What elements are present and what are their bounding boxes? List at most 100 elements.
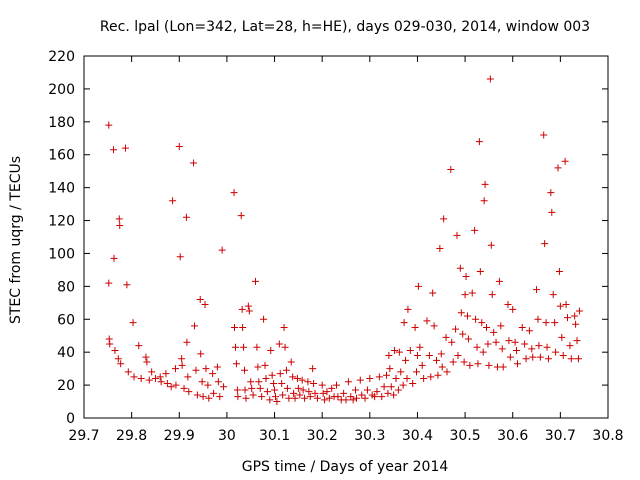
data-point xyxy=(525,327,533,335)
data-point xyxy=(182,213,190,221)
data-point xyxy=(420,375,428,383)
data-point xyxy=(271,386,279,394)
data-point xyxy=(319,389,327,397)
data-point xyxy=(509,305,517,313)
x-tick-label: 29.9 xyxy=(164,428,195,444)
data-point xyxy=(413,368,421,376)
data-point xyxy=(471,226,479,234)
data-point xyxy=(262,375,270,383)
data-point xyxy=(452,325,460,333)
data-point xyxy=(294,384,302,392)
data-point xyxy=(436,245,444,253)
data-point xyxy=(276,370,284,378)
data-point xyxy=(281,343,289,351)
data-point xyxy=(447,166,455,174)
data-point xyxy=(106,340,114,348)
data-point xyxy=(449,358,457,366)
data-point xyxy=(310,379,318,387)
x-axis-title: GPS time / Days of year 2014 xyxy=(242,459,449,475)
data-point xyxy=(296,391,304,399)
data-point xyxy=(334,393,342,401)
data-point xyxy=(487,241,495,249)
data-point xyxy=(575,307,583,315)
data-point xyxy=(448,338,456,346)
data-point xyxy=(241,366,249,374)
data-point xyxy=(233,386,241,394)
x-tick-label: 30.3 xyxy=(354,428,385,444)
data-point xyxy=(135,342,143,350)
data-point xyxy=(191,322,199,330)
data-point xyxy=(291,394,299,402)
data-point xyxy=(293,375,301,383)
data-point xyxy=(402,356,410,364)
data-point xyxy=(169,197,177,205)
data-point xyxy=(573,337,581,345)
data-point xyxy=(349,396,357,404)
data-point xyxy=(528,345,536,353)
data-point xyxy=(162,370,170,378)
data-point xyxy=(397,368,405,376)
data-point xyxy=(273,398,281,406)
data-point xyxy=(483,324,491,331)
data-point xyxy=(137,375,145,383)
data-point xyxy=(554,164,562,172)
data-point xyxy=(556,302,564,310)
data-point xyxy=(231,324,239,331)
data-point xyxy=(387,383,395,391)
data-point xyxy=(475,138,483,146)
data-point xyxy=(255,378,263,386)
data-point xyxy=(375,373,383,381)
data-point xyxy=(298,376,306,384)
data-point xyxy=(214,378,222,386)
x-tick-label: 30.6 xyxy=(497,428,528,444)
y-tick-label: 20 xyxy=(57,378,75,394)
data-point xyxy=(548,208,556,216)
data-point xyxy=(309,365,317,373)
data-point xyxy=(148,368,156,376)
data-point xyxy=(267,347,275,355)
data-point xyxy=(562,300,570,308)
x-tick-label: 30.4 xyxy=(402,428,433,444)
data-point xyxy=(117,360,125,368)
data-point xyxy=(287,358,295,366)
data-point xyxy=(443,368,451,376)
data-point xyxy=(197,350,205,358)
data-points xyxy=(105,75,583,406)
data-point xyxy=(544,355,552,363)
data-point xyxy=(256,384,264,392)
data-point xyxy=(116,221,124,229)
data-point xyxy=(384,389,392,397)
y-tick-label: 180 xyxy=(48,115,75,131)
data-point xyxy=(385,351,393,359)
data-point xyxy=(318,381,326,389)
data-point xyxy=(479,348,487,356)
data-point xyxy=(406,347,414,355)
data-point xyxy=(472,315,480,323)
data-point xyxy=(145,376,153,384)
data-point xyxy=(178,355,186,363)
data-point xyxy=(478,319,486,327)
data-point xyxy=(242,394,250,402)
data-point xyxy=(468,289,476,297)
y-tick-label: 220 xyxy=(48,49,75,65)
data-point xyxy=(323,388,331,396)
data-point xyxy=(564,314,572,322)
x-tick-label: 30.1 xyxy=(259,428,290,444)
data-point xyxy=(280,324,288,331)
data-point xyxy=(427,373,435,381)
data-point xyxy=(534,315,542,323)
data-point xyxy=(390,391,398,399)
data-point xyxy=(459,330,467,338)
data-point xyxy=(392,375,400,383)
x-tick-label: 30.5 xyxy=(450,428,481,444)
data-point xyxy=(183,338,191,346)
data-point xyxy=(234,393,242,401)
data-point xyxy=(409,379,417,387)
data-point xyxy=(549,291,557,299)
data-point xyxy=(429,289,437,297)
data-point xyxy=(105,279,113,287)
data-point xyxy=(313,394,321,402)
data-point xyxy=(456,264,464,272)
data-point xyxy=(193,391,201,399)
data-point xyxy=(192,366,200,374)
